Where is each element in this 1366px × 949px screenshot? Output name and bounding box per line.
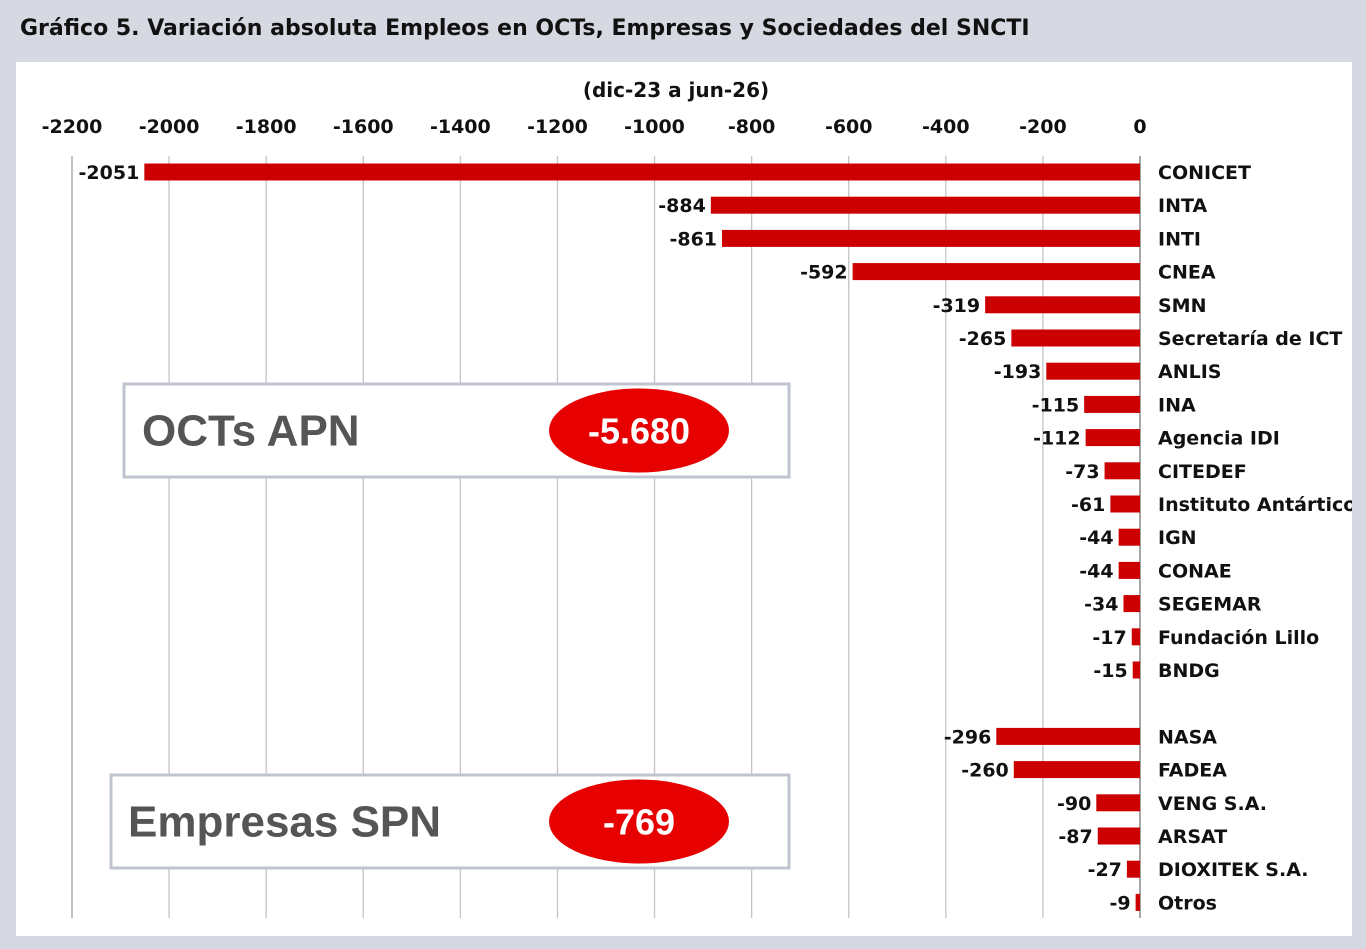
category-label: INA — [1158, 394, 1196, 416]
category-label: Agencia IDI — [1158, 428, 1280, 450]
category-label: Secretaría de ICT — [1158, 328, 1342, 350]
data-label: -73 — [1065, 461, 1099, 483]
category-label: SEGEMAR — [1158, 594, 1262, 616]
x-tick-label: -1400 — [430, 116, 491, 138]
bars: -2051 CONICET -884 INTA -861 INTI -592 CNEA -319… — [79, 162, 1352, 914]
data-label: -884 — [658, 195, 706, 217]
category-label: Instituto Antártico — [1158, 494, 1352, 516]
category-label: CONICET — [1158, 162, 1251, 184]
group-total-oval — [549, 388, 729, 473]
data-label: -112 — [1033, 428, 1081, 450]
data-label: -115 — [1032, 394, 1080, 416]
bar-chart: (dic-23 a jun-26) -2200 -2000 -1800 -1600 -1… — [42, 78, 1352, 918]
x-tick-label: -2000 — [139, 116, 200, 138]
x-tick-label: 0 — [1133, 116, 1146, 138]
x-tick-label: -600 — [825, 116, 873, 138]
data-label: -9 — [1110, 892, 1131, 914]
category-label: SMN — [1158, 295, 1207, 317]
category-label: NASA — [1158, 726, 1217, 748]
category-label: Fundación Lillo — [1158, 627, 1319, 649]
data-label: -87 — [1058, 826, 1092, 848]
data-label: -265 — [959, 328, 1007, 350]
bar — [1097, 827, 1140, 845]
group-total-oval — [549, 779, 729, 864]
group-total: -769 — [603, 802, 675, 843]
data-label: -319 — [933, 295, 981, 317]
category-label: CNEA — [1158, 262, 1216, 284]
data-label: -15 — [1093, 660, 1127, 682]
bar — [1110, 495, 1140, 513]
group-summary-boxes: OCTs APN -5.680 Empresas SPN -769 — [109, 382, 791, 870]
bar — [1118, 561, 1140, 579]
category-label: INTI — [1158, 228, 1201, 250]
group-total: -5.680 — [588, 411, 690, 452]
x-tick-label: -800 — [728, 116, 776, 138]
x-tick-label: -200 — [1019, 116, 1067, 138]
bar — [1131, 628, 1140, 646]
x-tick-label: -1600 — [333, 116, 394, 138]
bar — [1096, 794, 1140, 812]
bar — [722, 229, 1140, 247]
bar — [1084, 395, 1140, 413]
data-label: -44 — [1079, 560, 1113, 582]
bar — [852, 263, 1140, 281]
chart-subtitle: (dic-23 a jun-26) — [583, 78, 769, 102]
category-label: ANLIS — [1158, 361, 1221, 383]
data-label: -260 — [961, 760, 1009, 782]
category-label: VENG S.A. — [1158, 793, 1267, 815]
category-label: BNDG — [1158, 660, 1220, 682]
data-label: -27 — [1088, 859, 1122, 881]
x-tick-label: -1800 — [236, 116, 297, 138]
bar — [1011, 329, 1140, 347]
category-label: DIOXITEK S.A. — [1158, 859, 1309, 881]
category-label: ARSAT — [1158, 826, 1227, 848]
data-label: -61 — [1071, 494, 1105, 516]
data-label: -2051 — [79, 162, 140, 184]
bar — [1013, 761, 1140, 779]
category-label: Otros — [1158, 892, 1217, 914]
category-label: FADEA — [1158, 760, 1227, 782]
x-axis-ticks: -2200 -2000 -1800 -1600 -1400 -1200 -1000 -800-… — [42, 116, 1147, 138]
bar — [144, 163, 1140, 181]
data-label: -592 — [800, 262, 848, 284]
bar — [1085, 429, 1140, 447]
data-label: -861 — [669, 228, 717, 250]
data-label: -90 — [1057, 793, 1091, 815]
bar — [1135, 893, 1140, 911]
bar — [1132, 661, 1140, 679]
category-label: CITEDEF — [1158, 461, 1247, 483]
bar — [1126, 860, 1140, 878]
bar — [710, 196, 1140, 214]
x-tick-label: -400 — [922, 116, 970, 138]
bar — [1123, 595, 1140, 613]
bar — [1118, 528, 1140, 546]
data-label: -296 — [944, 726, 992, 748]
bar — [1046, 362, 1140, 380]
x-tick-label: -1000 — [624, 116, 685, 138]
bar — [985, 296, 1140, 314]
group-label: Empresas SPN — [128, 798, 441, 847]
data-label: -17 — [1092, 627, 1126, 649]
x-tick-label: -2200 — [42, 116, 103, 138]
group-label: OCTs APN — [142, 407, 360, 456]
chart-title: Gráfico 5. Variación absoluta Empleos en… — [20, 16, 1030, 41]
x-tick-label: -1200 — [527, 116, 588, 138]
bar — [996, 727, 1140, 745]
category-label: CONAE — [1158, 560, 1232, 582]
data-label: -44 — [1079, 527, 1113, 549]
data-label: -34 — [1084, 594, 1118, 616]
chart-panel: (dic-23 a jun-26) -2200 -2000 -1800 -1600 -1… — [16, 62, 1352, 936]
data-label: -193 — [994, 361, 1042, 383]
category-label: IGN — [1158, 527, 1197, 549]
category-label: INTA — [1158, 195, 1207, 217]
bar — [1104, 462, 1140, 480]
